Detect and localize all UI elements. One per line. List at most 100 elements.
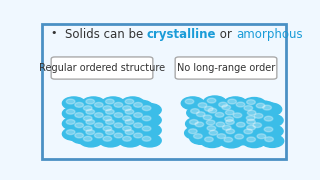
Circle shape (221, 114, 244, 127)
Circle shape (71, 121, 94, 133)
Circle shape (62, 128, 85, 140)
Circle shape (224, 137, 233, 142)
Circle shape (121, 128, 144, 140)
Circle shape (110, 131, 133, 144)
Circle shape (247, 119, 255, 124)
Circle shape (102, 128, 124, 140)
Circle shape (134, 123, 142, 128)
Circle shape (125, 99, 134, 104)
Circle shape (114, 102, 123, 107)
Circle shape (181, 97, 204, 110)
Circle shape (236, 122, 245, 127)
Circle shape (247, 100, 255, 105)
Circle shape (119, 114, 141, 127)
Circle shape (246, 116, 255, 120)
Circle shape (110, 100, 133, 113)
Circle shape (244, 108, 266, 121)
Circle shape (75, 123, 84, 128)
Circle shape (205, 128, 228, 141)
Circle shape (66, 99, 75, 104)
Circle shape (99, 103, 122, 116)
Circle shape (244, 129, 252, 134)
Circle shape (119, 134, 141, 147)
Circle shape (102, 107, 124, 120)
Circle shape (196, 112, 205, 117)
Circle shape (204, 106, 227, 119)
Circle shape (257, 134, 266, 139)
Text: •: • (50, 28, 56, 38)
Circle shape (110, 121, 133, 133)
Circle shape (213, 132, 236, 144)
Circle shape (130, 111, 153, 123)
Circle shape (123, 126, 131, 131)
Circle shape (194, 134, 202, 139)
Circle shape (185, 99, 194, 104)
Circle shape (134, 102, 142, 107)
Circle shape (208, 108, 217, 113)
Circle shape (235, 134, 244, 139)
Circle shape (225, 110, 234, 115)
Circle shape (222, 105, 231, 110)
Circle shape (99, 134, 122, 147)
Circle shape (226, 129, 235, 134)
Circle shape (91, 111, 113, 123)
Circle shape (82, 128, 105, 140)
Circle shape (247, 125, 255, 130)
Circle shape (84, 116, 92, 121)
Circle shape (219, 123, 241, 136)
Circle shape (236, 102, 245, 107)
Circle shape (82, 107, 105, 120)
Circle shape (233, 120, 255, 133)
Circle shape (193, 110, 215, 122)
Text: No long-range order: No long-range order (177, 63, 275, 73)
Circle shape (138, 103, 161, 116)
Circle shape (91, 121, 113, 133)
Circle shape (121, 107, 144, 120)
Circle shape (186, 117, 208, 130)
Circle shape (106, 120, 114, 124)
Circle shape (119, 103, 141, 116)
Circle shape (204, 106, 213, 111)
Circle shape (232, 100, 255, 113)
Circle shape (66, 130, 75, 135)
Circle shape (79, 103, 102, 116)
Circle shape (191, 109, 199, 113)
Circle shape (114, 113, 123, 118)
Circle shape (94, 133, 103, 138)
Circle shape (119, 124, 141, 137)
Circle shape (71, 111, 94, 123)
Circle shape (219, 102, 228, 107)
Circle shape (201, 104, 223, 117)
Circle shape (217, 134, 226, 139)
Circle shape (243, 135, 266, 148)
Circle shape (203, 124, 226, 136)
Circle shape (121, 97, 144, 110)
Circle shape (211, 110, 234, 123)
Circle shape (243, 98, 266, 110)
Circle shape (206, 120, 215, 125)
Circle shape (110, 111, 133, 123)
Circle shape (209, 130, 218, 135)
Circle shape (226, 120, 234, 125)
Circle shape (244, 106, 252, 111)
Text: Regular ordered structure: Regular ordered structure (39, 63, 165, 73)
Circle shape (188, 129, 197, 134)
Circle shape (103, 116, 112, 121)
Circle shape (220, 135, 243, 148)
FancyBboxPatch shape (175, 57, 277, 79)
Circle shape (216, 122, 225, 127)
Circle shape (260, 125, 283, 138)
Circle shape (263, 105, 271, 110)
Text: crystalline: crystalline (147, 28, 216, 41)
Circle shape (199, 113, 222, 125)
Circle shape (260, 114, 283, 127)
Circle shape (187, 107, 210, 119)
Circle shape (250, 111, 273, 124)
Circle shape (264, 127, 273, 132)
Circle shape (106, 99, 114, 104)
Circle shape (215, 112, 224, 117)
Circle shape (91, 100, 113, 113)
Circle shape (123, 136, 131, 141)
Circle shape (207, 98, 216, 103)
Circle shape (142, 136, 151, 141)
